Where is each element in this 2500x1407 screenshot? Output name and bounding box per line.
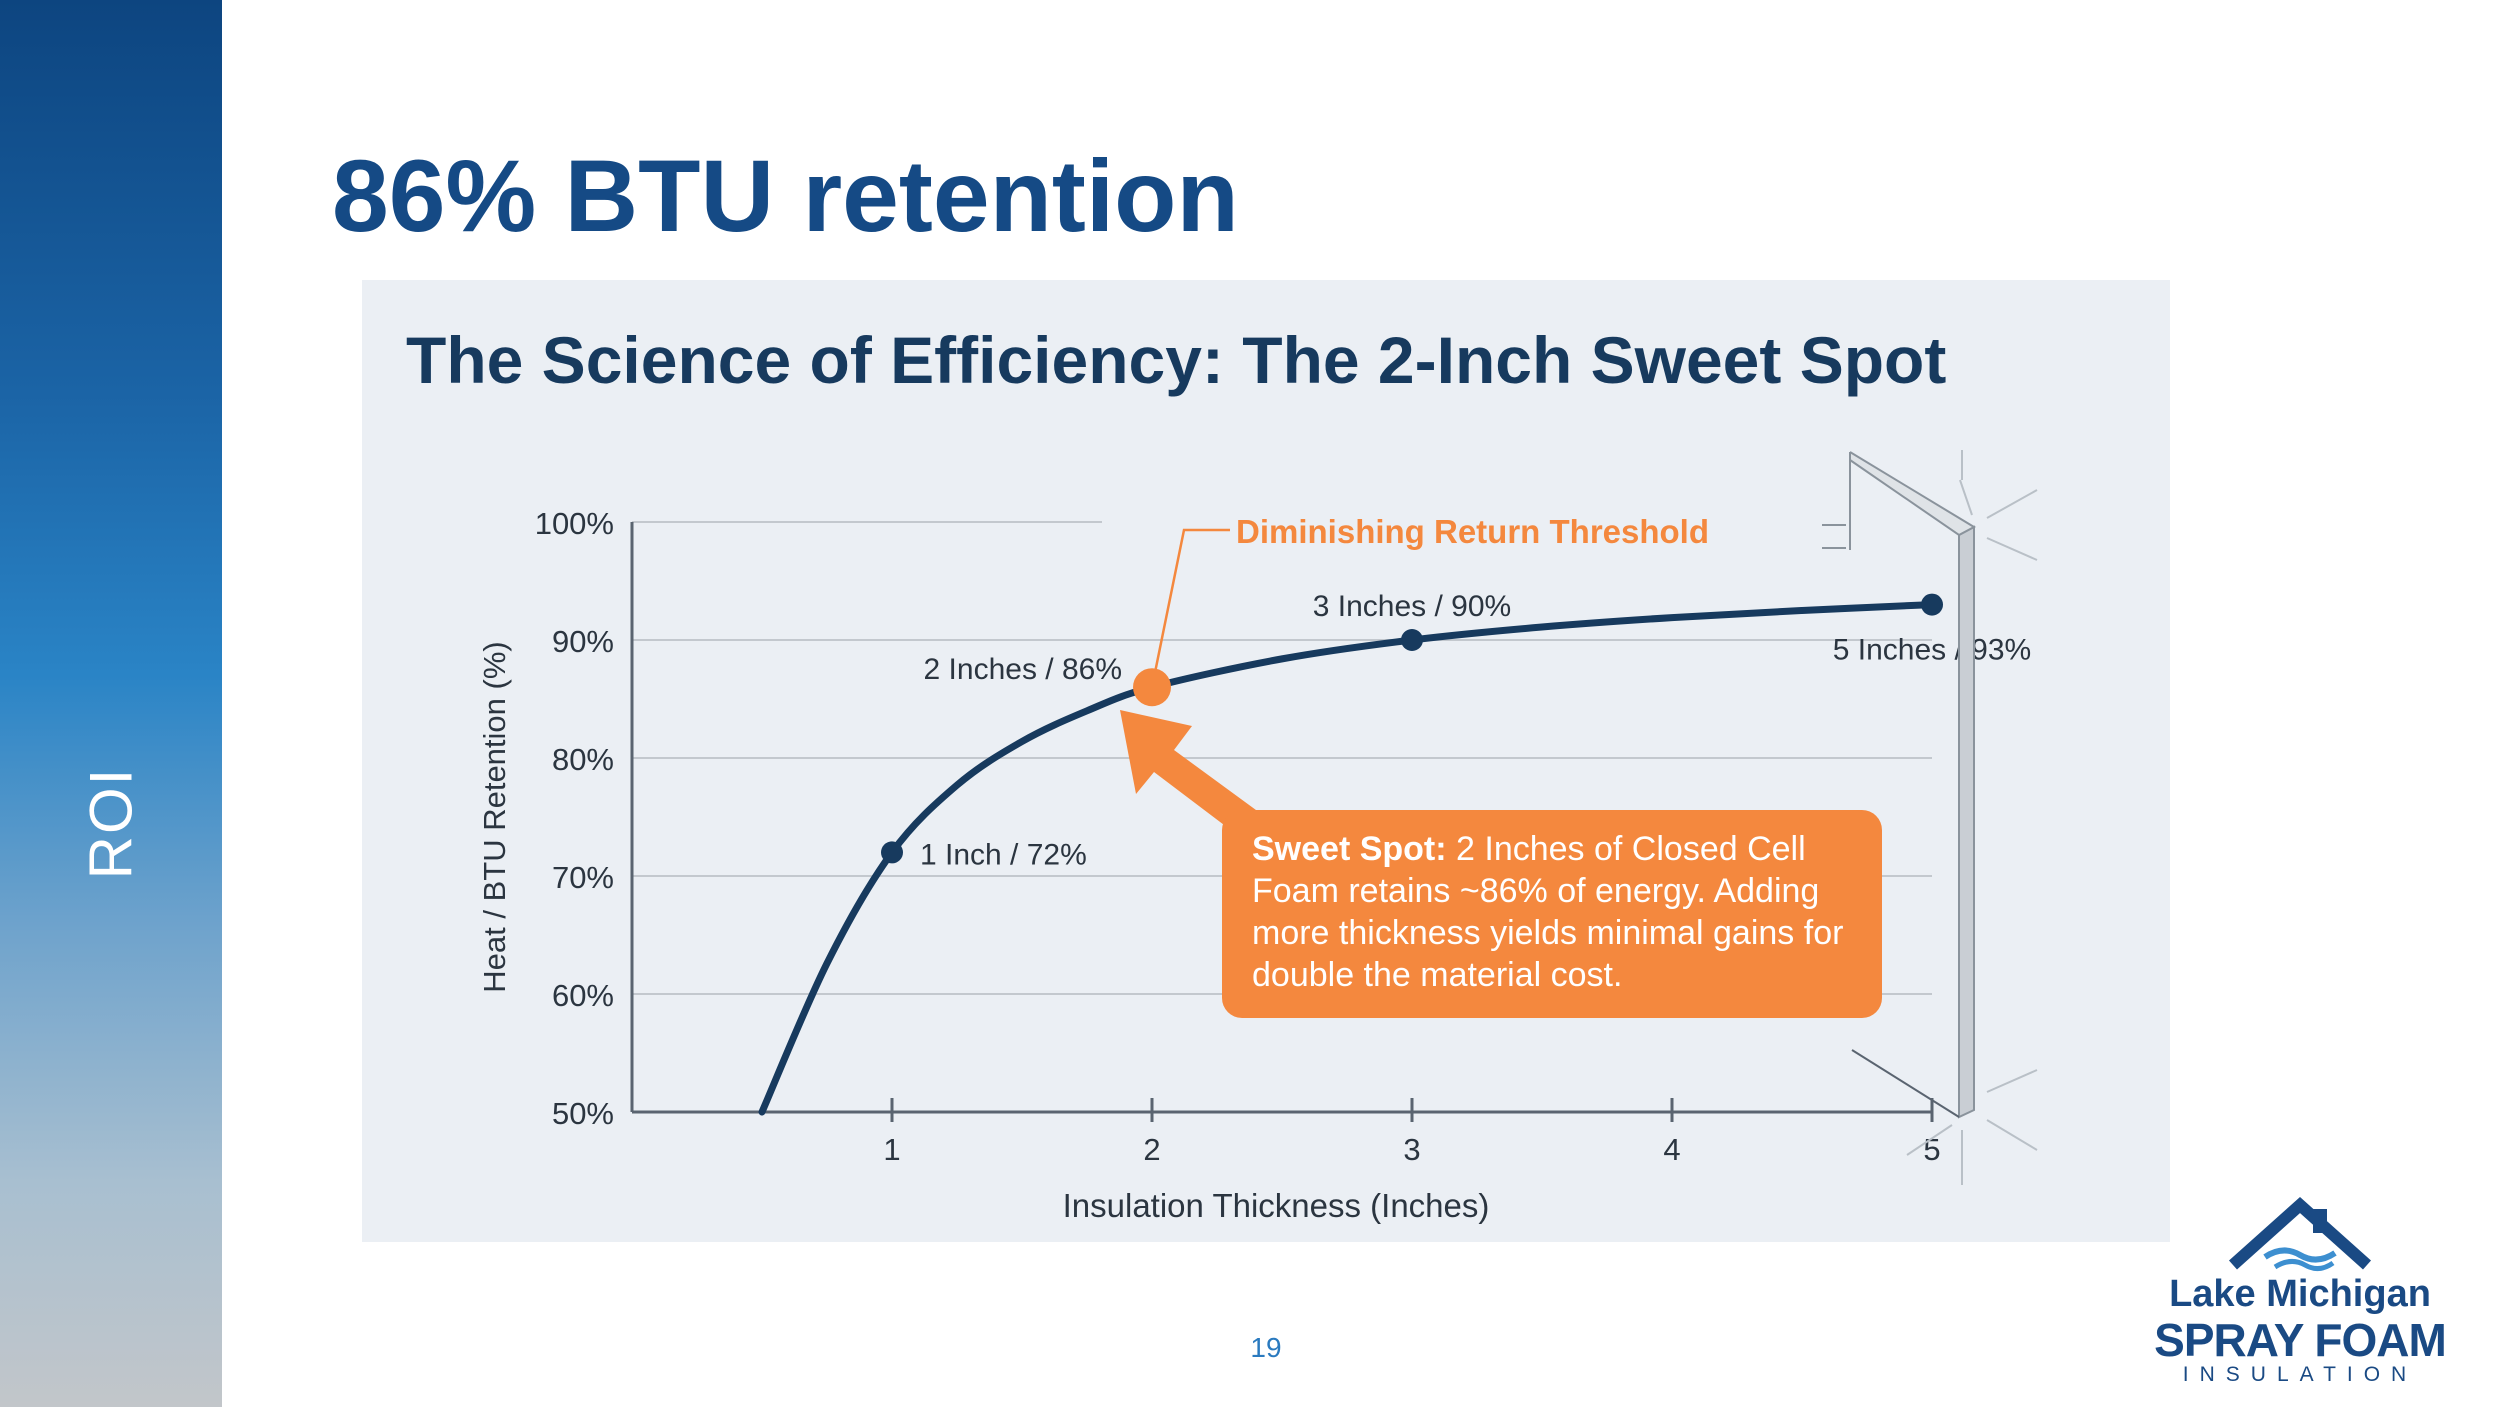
- threshold-leader-line: [1150, 528, 1230, 688]
- x-tick-label: 4: [1663, 1132, 1680, 1167]
- retention-curve: [758, 601, 1936, 1116]
- wall-top: [1849, 451, 1977, 537]
- data-point: [881, 841, 903, 864]
- wall-base-line: [1851, 1049, 1960, 1118]
- slide-title: 86% BTU retention: [332, 139, 1239, 253]
- y-tick-label: 60%: [552, 978, 614, 1013]
- sweet-spot-marker: [1133, 668, 1171, 707]
- callout-text: 2 Inches of Closed Cell Foam retains ~86…: [1252, 830, 1844, 994]
- data-point-label: 3 Inches / 90%: [1313, 590, 1511, 623]
- wall-sparkle: [1986, 489, 2038, 519]
- data-point-label: 5 Inches / 93%: [1833, 634, 2031, 667]
- y-tick-label: 50%: [552, 1096, 614, 1131]
- page-number: 19: [1250, 1332, 1282, 1363]
- logo-line3: INSULATION: [2182, 1363, 2418, 1386]
- wall-sparkle: [1986, 1119, 2038, 1151]
- x-tick-label: 2: [1143, 1132, 1160, 1167]
- data-point-label: 1 Inch / 72%: [920, 838, 1087, 871]
- y-tick-label: 100%: [535, 506, 614, 541]
- data-point-label: 2 Inches / 86%: [924, 653, 1122, 686]
- wall-sparkle: [1906, 1124, 1953, 1156]
- chart-panel: 50% 60% 70% 80% 90% 100% 1 2 3 4 5 Insulation Thick…: [362, 280, 2170, 1242]
- logo-line2: SPRAY FOAM: [2154, 1314, 2447, 1366]
- x-tick-label: 1: [883, 1132, 900, 1167]
- logo-line1: Lake Michigan: [2169, 1273, 2431, 1315]
- threshold-annotation: Diminishing Return Threshold: [1236, 513, 1709, 550]
- data-point: [1401, 629, 1423, 651]
- sweet-spot-callout: Sweet Spot: 2 Inches of Closed Cell Foam…: [1222, 810, 1882, 1018]
- wall-sparkle: [1986, 1069, 2038, 1093]
- y-tick-label: 70%: [552, 860, 614, 895]
- y-axis-label: Heat / BTU Retention (%): [477, 641, 512, 992]
- data-point: [1921, 593, 1943, 616]
- y-tick-label: 80%: [552, 742, 614, 777]
- wall-sparkle: [1986, 537, 2038, 561]
- sidebar-label: ROI: [77, 766, 145, 880]
- sidebar: ROI: [0, 0, 222, 1407]
- wall-sparkle: [1959, 479, 1973, 516]
- x-tick-label: 3: [1403, 1132, 1420, 1167]
- wall-illustration: [1958, 525, 1975, 1119]
- house-roof-icon: [2228, 1196, 2372, 1271]
- callout-bold: Sweet Spot:: [1252, 830, 1447, 868]
- y-tick-label: 90%: [552, 624, 614, 659]
- company-logo: Lake Michigan SPRAY FOAM INSULATION: [2135, 1195, 2465, 1395]
- chart-title: The Science of Efficiency: The 2-Inch Sw…: [406, 323, 1947, 397]
- x-axis-label: Insulation Thickness (Inches): [1063, 1187, 1490, 1224]
